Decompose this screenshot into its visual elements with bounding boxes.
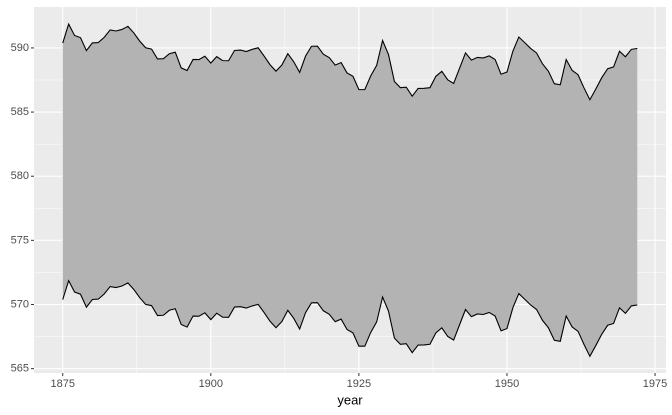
y-tick-label: 580: [11, 170, 29, 182]
ribbon-lower: [62, 279, 638, 358]
y-tick-label: 565: [11, 363, 29, 375]
x-tick-label: 1950: [495, 378, 519, 390]
x-axis-title: year: [337, 392, 363, 407]
y-tick-label: 590: [11, 42, 29, 54]
y-tick-label: 575: [11, 234, 29, 246]
ribbon-upper: [62, 22, 638, 101]
y-tick-label: 585: [11, 106, 29, 118]
x-tick-label: 1875: [50, 378, 74, 390]
y-tick-label: 570: [11, 298, 29, 310]
x-tick-label: 1925: [347, 378, 371, 390]
ribbon-fill: [62, 24, 638, 357]
x-tick-label: 1900: [199, 378, 223, 390]
x-tick-label: 1975: [643, 378, 667, 390]
